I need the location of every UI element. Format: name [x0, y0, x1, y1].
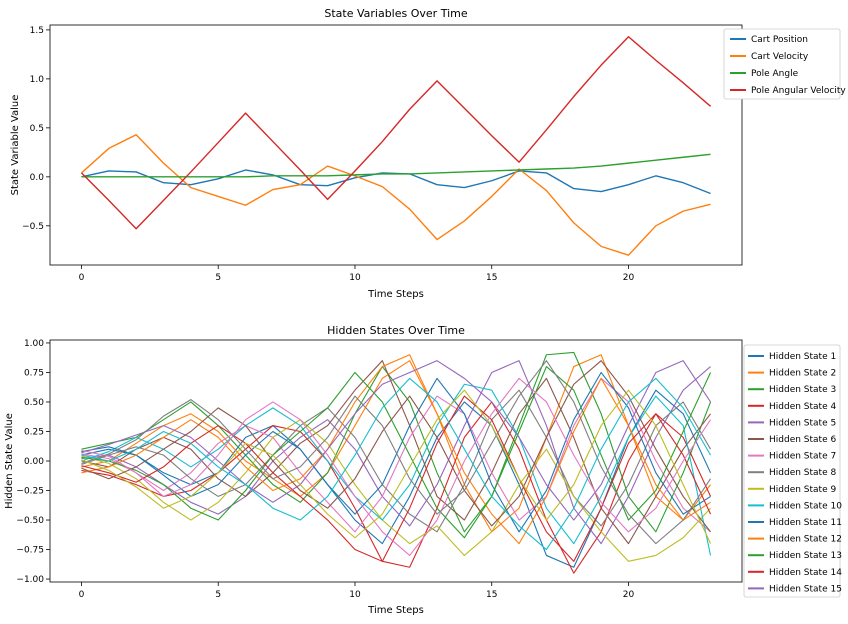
x-axis-label: Time Steps — [367, 289, 424, 300]
x-tick-label: 15 — [486, 590, 497, 600]
x-tick-label: 15 — [486, 273, 497, 283]
y-axis: 1.5 1.0 0.5 0.0 −0.5 — [22, 26, 50, 232]
plot-frame — [49, 24, 743, 266]
x-tick-label: 20 — [623, 273, 635, 283]
y-tick-label: 0.75 — [24, 368, 44, 378]
legend-entry: Hidden State 14 — [769, 568, 842, 578]
series-line — [81, 377, 712, 551]
y-tick-label: 0.5 — [30, 124, 44, 134]
legend-entry: Cart Velocity — [751, 52, 809, 62]
y-axis-label: State Variable Value — [10, 95, 21, 196]
series-line — [81, 377, 712, 556]
legend-entry: Hidden State 10 — [769, 501, 842, 511]
x-tick-label: 10 — [349, 273, 361, 283]
series-line — [81, 360, 712, 545]
series-line — [80, 134, 711, 256]
series-line — [81, 389, 712, 544]
y-tick-label: 0.00 — [24, 457, 44, 467]
y-tick-label: −0.50 — [16, 516, 44, 526]
series-line — [81, 360, 711, 545]
legend-entry: Hidden State 6 — [769, 435, 836, 445]
chart-title: State Variables Over Time — [324, 7, 467, 20]
hidden-states-chart: Hidden States Over Time 0 5 10 15 20 1.00 0.7… — [4, 324, 842, 616]
legend-entry: Hidden State 7 — [769, 452, 836, 462]
legend-frame — [743, 344, 841, 598]
y-axis-label: Hidden State Value — [4, 413, 15, 509]
series-line — [81, 377, 711, 533]
legend-entry: Hidden State 9 — [769, 485, 836, 495]
series-line — [81, 389, 712, 533]
y-tick-label: −0.5 — [22, 222, 44, 232]
y-tick-label: −0.75 — [16, 546, 44, 556]
y-tick-label: 1.00 — [24, 339, 44, 349]
y-tick-label: 0.25 — [24, 427, 44, 437]
x-tick-label: 5 — [215, 273, 221, 283]
y-axis: 1.00 0.75 0.50 0.25 0.00 −0.25 −0.50 −0.75 −1.00 — [16, 339, 50, 585]
series-line — [81, 366, 712, 539]
legend-entry: Hidden State 11 — [769, 518, 842, 528]
legend: Cart Position Cart Velocity Pole Angle Pole… — [723, 28, 846, 100]
legend-entry: Cart Position — [751, 35, 808, 45]
series-line — [81, 354, 711, 545]
x-axis: 0 5 10 15 20 — [79, 265, 635, 283]
legend-entry: Pole Angular Velocity — [751, 86, 846, 96]
y-tick-label: −0.25 — [16, 487, 44, 497]
chart-title: Hidden States Over Time — [327, 324, 465, 337]
x-tick-label: 0 — [79, 590, 85, 600]
legend-entry: Hidden State 12 — [769, 535, 842, 545]
legend-entry: Hidden State 3 — [769, 385, 836, 395]
legend-entry: Pole Angle — [751, 69, 799, 79]
legend-entry: Hidden State 13 — [769, 551, 842, 561]
state-variables-chart: State Variables Over Time 0 5 10 15 20 1.51.… — [10, 7, 846, 300]
x-tick-label: 0 — [79, 273, 85, 283]
y-tick-label: 0.0 — [30, 173, 45, 183]
series-lines — [81, 351, 712, 574]
series-line — [80, 36, 712, 230]
series-line — [81, 389, 712, 568]
y-tick-label: 0.50 — [24, 398, 44, 408]
series-line — [81, 351, 712, 533]
y-tick-label: −1.00 — [16, 575, 44, 585]
series-line — [81, 383, 712, 556]
legend-entry: Hidden State 15 — [769, 584, 842, 594]
legend-entry: Hidden State 1 — [769, 352, 836, 362]
x-tick-label: 20 — [623, 590, 635, 600]
y-tick-label: 1.5 — [30, 26, 44, 36]
series-line — [81, 371, 711, 533]
legend-entry: Hidden State 5 — [769, 418, 836, 428]
legend-entry: Hidden State 4 — [769, 402, 836, 412]
series-line — [81, 360, 711, 533]
series-lines — [80, 36, 712, 256]
x-axis: 0 5 10 15 20 — [79, 582, 635, 600]
x-axis-label: Time Steps — [367, 605, 424, 616]
x-tick-label: 5 — [215, 590, 221, 600]
legend-entry: Hidden State 2 — [769, 369, 836, 379]
legend-frame — [723, 28, 841, 100]
x-tick-label: 10 — [349, 590, 361, 600]
plot-frame — [49, 339, 743, 583]
legend-entry: Hidden State 8 — [769, 468, 836, 478]
legend: Hidden State 1 Hidden State 2 Hidden State… — [743, 344, 842, 598]
series-line — [81, 395, 712, 562]
series-line — [81, 419, 711, 562]
y-tick-label: 1.0 — [30, 75, 45, 85]
